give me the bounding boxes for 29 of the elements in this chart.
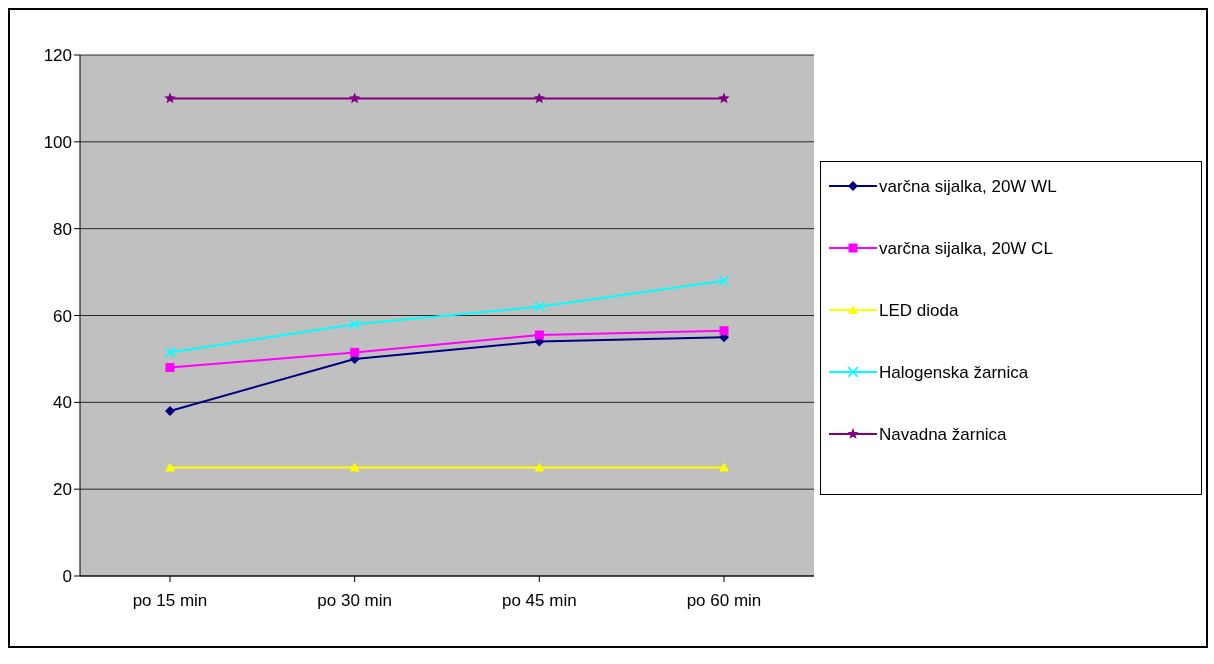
x-tick-label: po 30 min xyxy=(317,591,392,611)
legend-label: LED dioda xyxy=(879,300,959,322)
legend-label: Navadna žarnica xyxy=(879,424,1007,446)
y-tick-label: 60 xyxy=(53,306,72,326)
legend-label: Halogenska žarnica xyxy=(879,362,1029,384)
x-tick-label: po 60 min xyxy=(686,591,762,611)
point xyxy=(164,92,176,104)
point xyxy=(533,301,546,313)
point xyxy=(165,363,175,373)
y-tick-label: 80 xyxy=(53,219,72,239)
legend-label: varčna sijalka, 20W CL xyxy=(879,238,1053,260)
point xyxy=(348,318,361,330)
point xyxy=(350,347,360,357)
y-tick-label: 20 xyxy=(53,480,72,500)
y-tick-label: 0 xyxy=(62,567,72,587)
y-tick-label: 120 xyxy=(43,46,72,66)
point xyxy=(165,406,175,417)
y-tick-label: 100 xyxy=(43,132,72,152)
point xyxy=(348,92,361,104)
point xyxy=(718,275,730,287)
legend-label: varčna sijalka, 20W WL xyxy=(879,176,1057,198)
x-tick-label: po 15 min xyxy=(132,591,208,611)
point xyxy=(718,92,730,104)
point xyxy=(164,346,176,359)
point xyxy=(533,92,546,104)
y-tick-label: 40 xyxy=(53,393,72,413)
point xyxy=(719,326,729,336)
point xyxy=(534,330,544,340)
x-tick-label: po 45 min xyxy=(502,591,577,611)
